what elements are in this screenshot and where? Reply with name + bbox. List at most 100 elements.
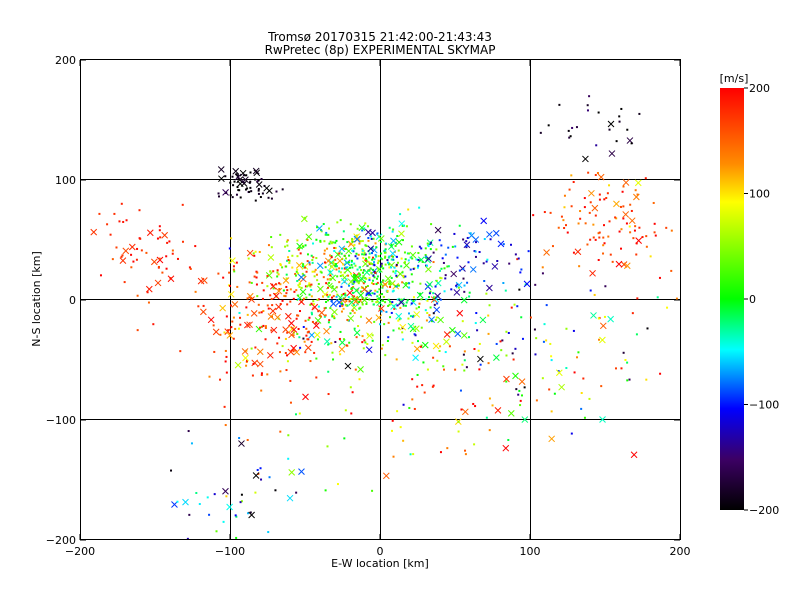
data-point-dot [359,240,362,243]
data-point-cross [390,303,397,310]
data-point-dot [621,190,624,193]
data-point-dot [372,303,375,306]
data-point-dot [384,354,387,357]
data-point-cross [207,316,215,324]
data-point-dot [229,284,232,287]
data-point-dot [464,453,467,456]
data-point-dot [567,129,570,132]
data-point-dot [350,297,353,300]
data-point-dot [475,241,478,244]
data-point-dot [339,271,342,274]
data-point-dot [274,489,277,492]
data-point-dot [653,231,656,234]
data-point-cross [269,307,277,315]
data-point-dot [399,306,402,309]
data-point-cross [390,237,397,245]
colorbar [720,88,744,510]
data-point-dot [442,365,445,368]
data-point-dot [255,276,258,279]
data-point-dot [598,193,601,196]
data-point-dot [384,256,387,259]
data-point-dot [405,301,408,304]
data-point-dot [328,281,331,284]
data-point-dot [361,249,364,252]
data-point-dot [395,265,398,268]
data-point-dot [584,222,587,225]
data-point-dot [541,377,544,380]
data-point-dot [366,225,369,228]
data-point-dot [382,279,385,282]
data-point-dot [368,278,371,281]
data-point-dot [282,289,285,292]
data-point-dot [319,270,322,273]
data-point-dot [341,304,344,307]
data-point-dot [329,325,332,328]
data-point-dot [411,378,414,381]
data-point-dot [281,299,284,302]
data-point-dot [353,327,356,330]
data-point-cross [341,278,348,285]
data-point-dot [583,197,586,200]
data-point-dot [379,323,382,326]
data-point-cross [182,498,189,506]
data-point-cross [381,281,389,288]
data-point-dot [327,370,330,373]
data-point-dot [314,268,317,271]
data-point-cross [361,285,368,293]
data-point-dot [467,261,470,264]
data-point-dot [597,111,600,114]
data-point-dot [408,312,411,315]
data-point-dot [563,194,566,197]
data-point-dot [588,211,591,214]
data-point-dot [296,255,299,258]
data-point-dot [438,269,441,272]
data-point-dot [357,282,360,285]
data-point-dot [397,249,400,252]
data-point-dot [308,261,311,264]
data-point-dot [419,345,422,348]
data-point-cross [512,372,519,380]
data-point-dot [286,244,289,247]
data-point-cross [298,468,305,476]
data-point-dot [363,259,366,262]
data-point-dot [557,226,560,229]
x-tick-label: −200 [65,545,95,558]
data-point-dot [305,334,308,337]
data-point-dot [633,229,636,232]
data-point-dot [362,275,365,278]
data-point-dot [433,303,436,306]
data-point-dot [120,255,123,258]
data-point-dot [469,232,472,235]
data-point-dot [608,220,611,223]
data-point-dot [269,294,272,297]
data-point-dot [370,271,373,274]
data-point-dot [254,346,257,349]
data-point-dot [529,316,532,319]
chart-title: Tromsø 20170315 21:42:00-21:43:43 [267,30,492,44]
data-point-dot [348,300,351,303]
data-point-cross [328,263,336,271]
data-point-dot [306,338,309,341]
data-point-dot [308,282,311,285]
data-point-dot [315,376,318,379]
data-point-dot [327,233,330,236]
data-point-dot [198,503,201,506]
data-point-dot [395,275,398,278]
data-point-dot [233,270,236,273]
data-point-cross [362,260,369,268]
data-point-dot [391,290,394,293]
data-point-cross [503,375,510,383]
data-point-dot [535,337,538,340]
data-point-dot [364,253,367,256]
data-point-cross [486,231,493,238]
data-point-dot [435,316,438,319]
data-point-dot [361,253,364,256]
data-point-dot [340,267,343,270]
data-point-dot [223,405,226,408]
data-point-dot [514,347,517,350]
data-point-dot [285,240,288,243]
data-point-dot [418,292,421,295]
data-point-dot [319,240,322,243]
data-point-dot [217,272,220,275]
data-point-dot [330,256,333,259]
